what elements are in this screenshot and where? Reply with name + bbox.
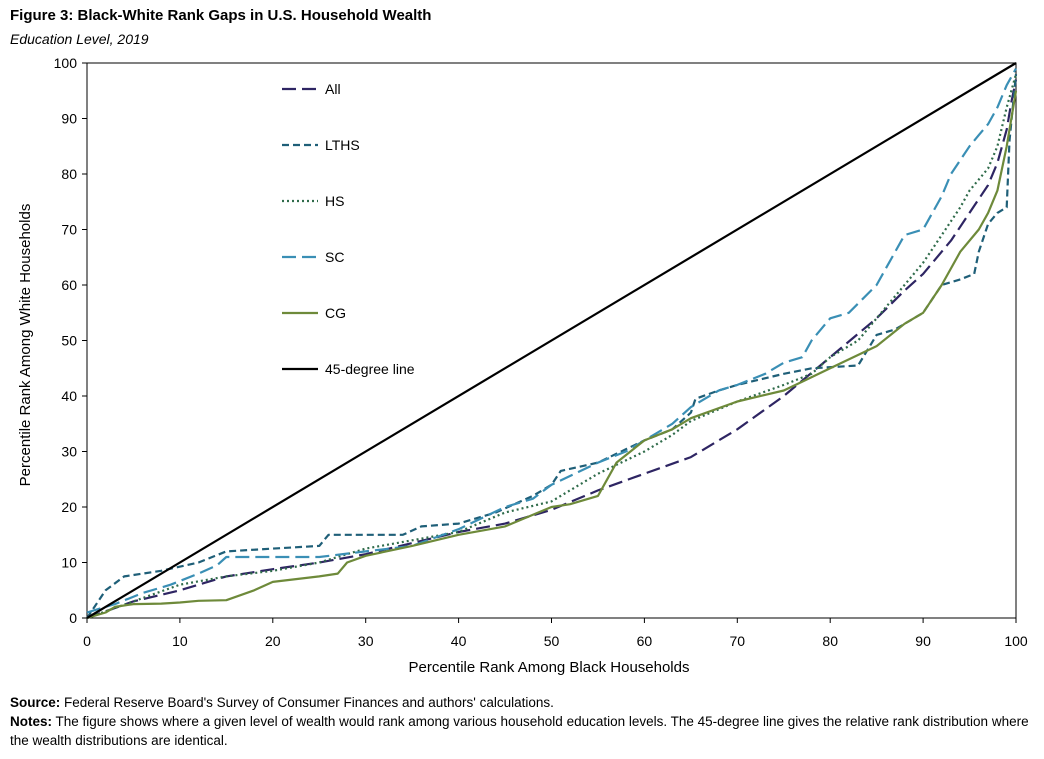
x-axis-label: Percentile Rank Among Black Households xyxy=(409,659,690,676)
source-note: Source: Federal Reserve Board's Survey o… xyxy=(10,693,1034,712)
x-tick-label: 40 xyxy=(451,633,467,649)
figure-subtitle: Education Level, 2019 xyxy=(10,31,149,47)
y-tick-label: 0 xyxy=(69,610,77,626)
legend-label-all: All xyxy=(325,81,341,97)
legend-label-hs: HS xyxy=(325,193,344,209)
y-tick-label: 80 xyxy=(61,166,77,182)
legend-label-cg: CG xyxy=(325,305,346,321)
notes-text: The figure shows where a given level of … xyxy=(10,714,1029,748)
source-text: Federal Reserve Board's Survey of Consum… xyxy=(60,695,554,710)
legend-label-lths: LTHS xyxy=(325,137,360,153)
source-label: Source: xyxy=(10,695,61,710)
x-tick-label: 0 xyxy=(83,633,91,649)
notes-label: Notes: xyxy=(10,714,53,729)
axis-ticks: 0 10 20 30 40 50 60 70 80 90 100 0 10 20 30 40 50 60 70 80 9… xyxy=(54,55,1028,649)
x-tick-label: 20 xyxy=(265,633,281,649)
y-tick-label: 90 xyxy=(61,111,77,127)
x-tick-label: 30 xyxy=(358,633,374,649)
series-line-45-degree-line xyxy=(86,62,1017,619)
series-layer xyxy=(86,62,1018,620)
y-tick-label: 10 xyxy=(61,555,77,571)
figure-title: Figure 3: Black-White Rank Gaps in U.S. … xyxy=(10,7,432,24)
y-tick-label: 40 xyxy=(61,388,77,404)
line-chart: 0 10 20 30 40 50 60 70 80 90 100 0 10 20 30 40 50 60 70 80 9… xyxy=(17,55,1028,676)
x-tick-label: 70 xyxy=(730,633,746,649)
series-line-sc xyxy=(86,67,1017,614)
y-tick-label: 60 xyxy=(61,277,77,293)
series-line-hs xyxy=(86,73,1018,620)
x-tick-label: 80 xyxy=(822,633,838,649)
notes-note: Notes: The figure shows where a given le… xyxy=(10,712,1034,750)
legend-label-sc: SC xyxy=(325,249,344,265)
footnotes: Source: Federal Reserve Board's Survey o… xyxy=(10,693,1034,750)
series-line-all xyxy=(86,79,1018,620)
y-tick-label: 30 xyxy=(61,444,77,460)
y-tick-label: 100 xyxy=(54,55,78,71)
y-tick-label: 50 xyxy=(61,333,77,349)
legend: All LTHS HS SC CG 45-degree line xyxy=(282,81,415,377)
x-tick-label: 60 xyxy=(637,633,653,649)
y-tick-label: 20 xyxy=(61,499,77,515)
y-axis-label: Percentile Rank Among White Households xyxy=(17,204,34,487)
x-tick-label: 90 xyxy=(915,633,931,649)
x-tick-label: 100 xyxy=(1004,633,1028,649)
y-tick-label: 70 xyxy=(61,222,77,238)
series-line-cg xyxy=(86,90,1018,620)
x-tick-label: 10 xyxy=(172,633,188,649)
legend-label-45-degree-line: 45-degree line xyxy=(325,361,415,377)
x-tick-label: 50 xyxy=(544,633,560,649)
